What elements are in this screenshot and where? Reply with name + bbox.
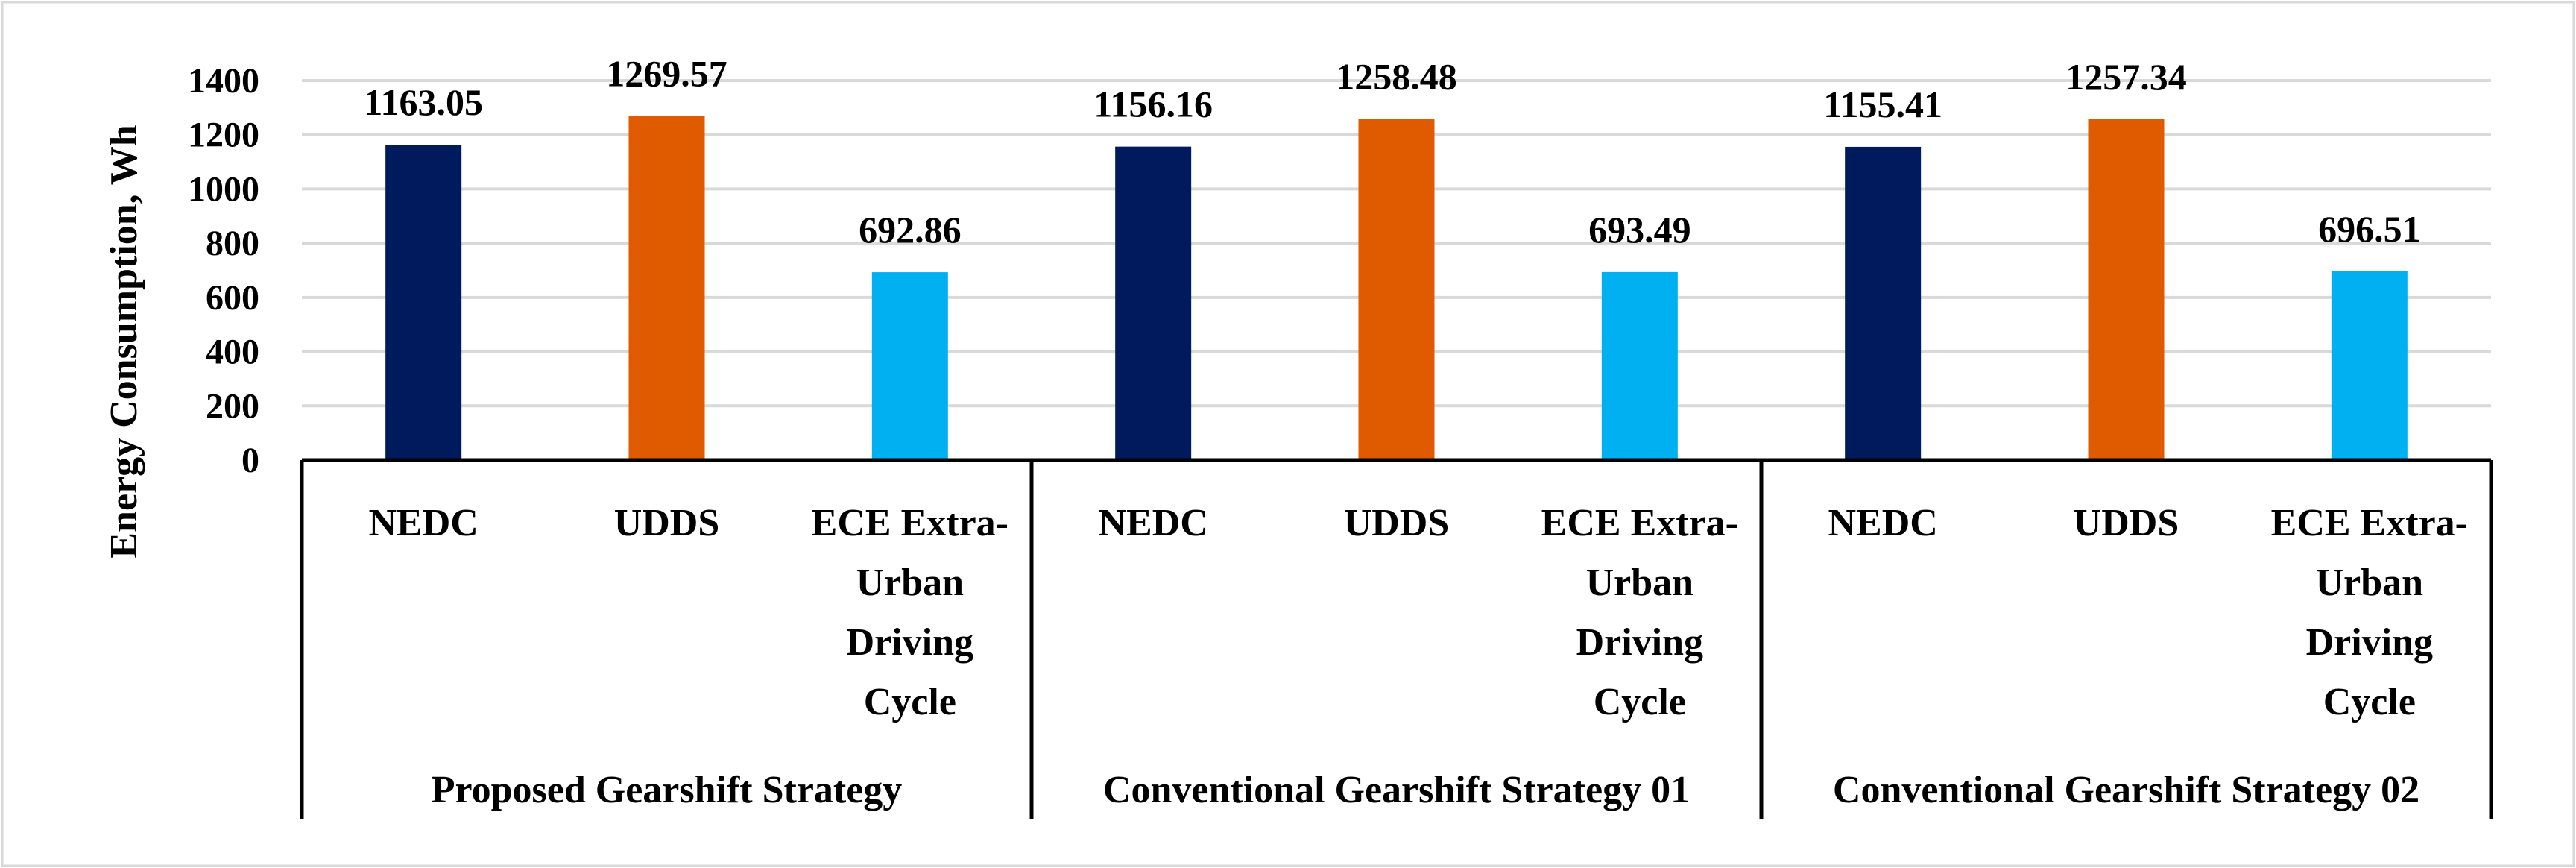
bar <box>628 116 705 460</box>
category-label: Driving <box>847 621 973 664</box>
bars <box>385 116 2408 460</box>
data-label: 1156.16 <box>1093 84 1213 125</box>
bar <box>2331 271 2408 460</box>
category-label: UDDS <box>2074 502 2179 544</box>
category-label: ECE Extra- <box>812 502 1008 544</box>
category-label: UDDS <box>614 502 720 544</box>
bar <box>1115 146 1192 460</box>
data-label: 1163.05 <box>364 81 483 123</box>
category-label: Driving <box>1576 621 1703 664</box>
group-labels: Proposed Gearshift Strategy Conventional … <box>432 769 2419 811</box>
category-label: Driving <box>2306 621 2433 664</box>
y-tick-label: 1200 <box>188 116 259 155</box>
group-label: Proposed Gearshift Strategy <box>432 769 903 811</box>
data-label: 1155.41 <box>1823 84 1942 125</box>
data-label: 696.51 <box>2318 208 2421 250</box>
bar <box>1601 271 1678 460</box>
y-tick-label: 400 <box>206 333 259 372</box>
data-label: 1258.48 <box>1336 55 1457 97</box>
y-tick-label: 0 <box>242 441 259 480</box>
data-label: 693.49 <box>1588 209 1691 251</box>
category-label: Cycle <box>864 681 956 723</box>
y-tick-label: 1400 <box>188 61 259 101</box>
data-label: 1269.57 <box>606 52 727 94</box>
category-label: UDDS <box>1344 502 1450 544</box>
category-label: Urban <box>1586 562 1694 604</box>
y-axis-ticks: 0 200 400 600 800 1000 1200 1400 <box>188 61 259 480</box>
category-label: ECE Extra- <box>2271 502 2468 544</box>
bar <box>871 272 948 460</box>
category-label: Cycle <box>1594 681 1686 723</box>
category-label: Cycle <box>2323 681 2416 723</box>
category-label: NEDC <box>1828 502 1937 544</box>
data-label: 692.86 <box>859 209 962 251</box>
category-label: ECE Extra- <box>1541 502 1738 544</box>
x-axis <box>300 458 2493 819</box>
data-label: 1257.34 <box>2065 56 2187 98</box>
y-tick-label: 1000 <box>188 169 259 209</box>
bar <box>1845 146 1922 460</box>
category-labels: NEDC UDDS ECE Extra- Urban Driving Cycle NEDC U… <box>368 502 2468 723</box>
y-tick-label: 200 <box>206 386 259 426</box>
category-label: NEDC <box>368 502 478 544</box>
bar <box>385 145 462 460</box>
category-label: Urban <box>2316 562 2424 604</box>
bar <box>1358 119 1435 460</box>
group-label: Conventional Gearshift Strategy 02 <box>1833 769 2419 811</box>
bar <box>2088 119 2165 460</box>
y-tick-label: 600 <box>206 278 259 318</box>
category-label: NEDC <box>1098 502 1208 544</box>
y-axis-label: Energy Consumption, Wh <box>103 125 145 558</box>
category-label: Urban <box>856 562 965 604</box>
group-label: Conventional Gearshift Strategy 01 <box>1103 769 1690 811</box>
data-labels: 1163.05 1269.57 692.86 1156.16 1258.48 693.49… <box>364 52 2420 251</box>
y-tick-label: 800 <box>206 224 259 263</box>
